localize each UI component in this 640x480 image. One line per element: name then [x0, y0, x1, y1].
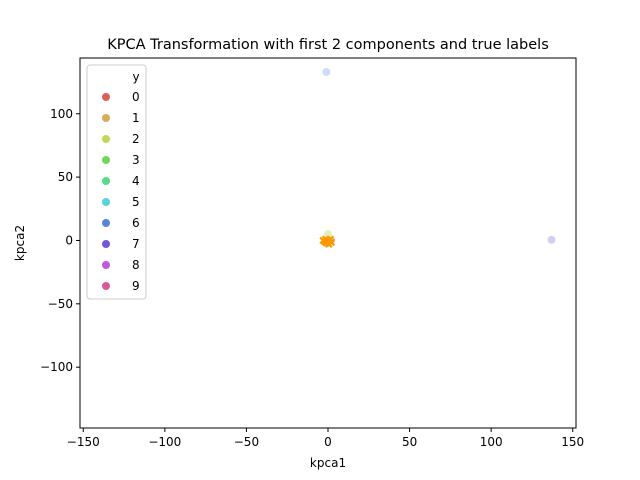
legend-label: 7: [132, 237, 140, 251]
legend-label: 1: [132, 111, 140, 125]
x-tick-label: 0: [324, 435, 332, 449]
x-tick-label: −100: [148, 435, 181, 449]
x-tick-label: −150: [67, 435, 100, 449]
y-tick-label: −100: [40, 360, 73, 374]
legend-marker: [102, 156, 110, 164]
legend-label: 4: [132, 174, 140, 188]
x-tick-label: 50: [402, 435, 417, 449]
chart-title: KPCA Transformation with first 2 compone…: [107, 37, 549, 53]
y-tick-label: 50: [58, 170, 73, 184]
legend-label: 5: [132, 195, 140, 209]
x-axis-label: kpca1: [310, 456, 346, 470]
legend-marker: [102, 240, 110, 248]
legend-marker: [102, 93, 110, 101]
scatter-point: [547, 235, 556, 244]
x-tick-label: 150: [561, 435, 584, 449]
legend-label: 0: [132, 90, 140, 104]
orange-x-marker: [320, 237, 329, 246]
legend: y 0 1 2 3 4 5 6 7 8 9: [86, 64, 147, 300]
y-axis: −100 −50 0 50 100: [40, 107, 80, 374]
legend-label: 9: [132, 279, 140, 293]
legend-label: 2: [132, 132, 140, 146]
legend-label: 6: [132, 216, 140, 230]
legend-marker: [102, 219, 110, 227]
legend-marker: [102, 114, 110, 122]
legend-box: [86, 64, 147, 300]
x-tick-label: 100: [480, 435, 503, 449]
legend-marker: [102, 282, 110, 290]
legend-title: y: [132, 70, 139, 84]
y-tick-label: −50: [48, 297, 73, 311]
legend-marker: [102, 198, 110, 206]
overlay-markers-layer: [319, 235, 336, 249]
x-axis: −150 −100 −50 0 50 100 150: [67, 428, 584, 449]
scatter-point: [322, 67, 331, 76]
legend-marker: [102, 135, 110, 143]
legend-label: 3: [132, 153, 140, 167]
y-tick-label: 0: [65, 233, 73, 247]
x-tick-label: −50: [234, 435, 259, 449]
legend-marker: [102, 177, 110, 185]
y-axis-label: kpca2: [13, 225, 27, 261]
y-tick-label: 100: [50, 107, 73, 121]
legend-marker: [102, 261, 110, 269]
legend-label: 8: [132, 258, 140, 272]
